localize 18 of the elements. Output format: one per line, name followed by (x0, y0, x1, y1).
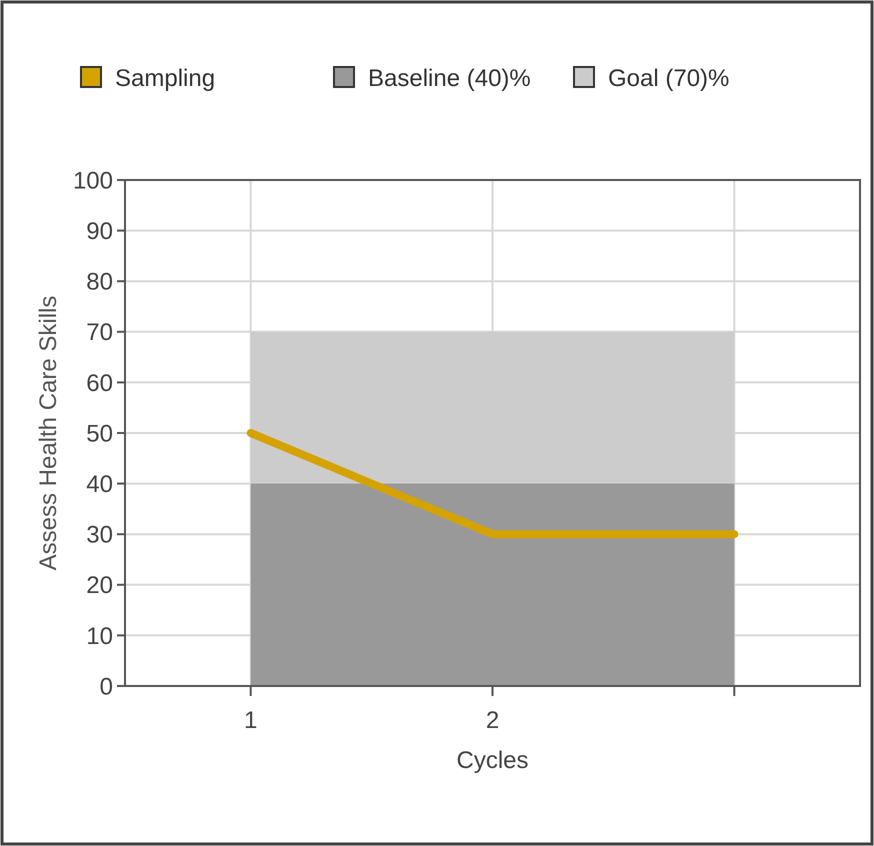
y-tick-label: 20 (86, 572, 113, 600)
y-tick-label: 50 (86, 420, 113, 448)
y-tick-label: 70 (86, 319, 113, 346)
legend-label: Baseline (40)% (368, 65, 531, 92)
y-tick-label: 10 (86, 622, 113, 650)
legend-label: Goal (70)% (608, 65, 730, 92)
legend-label: Sampling (115, 65, 216, 92)
y-axis-title: Assess Health Care Skills (35, 296, 62, 570)
y-tick-label: 100 (72, 167, 113, 194)
x-tick-label: 1 (244, 707, 258, 734)
y-tick-label: 80 (86, 268, 113, 296)
y-tick-label: 30 (86, 522, 113, 549)
x-tick-label: 2 (486, 707, 500, 734)
y-tick-label: 40 (86, 471, 113, 498)
y-tick-label: 0 (100, 673, 113, 700)
y-tick-label: 90 (86, 218, 113, 245)
y-tick-label: 60 (86, 370, 113, 397)
x-axis-title: Cycles (456, 747, 529, 774)
